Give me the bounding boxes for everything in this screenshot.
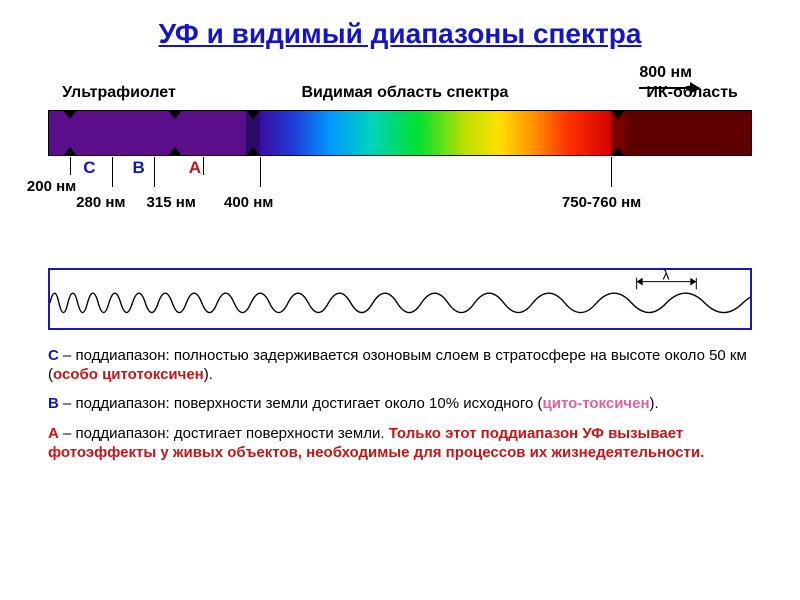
spectrum-bar (48, 110, 752, 156)
label-400nm: 400 нм (224, 194, 273, 211)
wave-svg: λ (50, 270, 750, 328)
label-800nm: 800 нм (639, 64, 692, 82)
legend-highlight: особо цитотоксичен (53, 366, 204, 383)
spectrum-marker (168, 147, 182, 156)
spectrum-marker (168, 110, 182, 119)
arrow-800nm (639, 87, 699, 89)
subband-c: C (83, 158, 95, 178)
spectrum-chart: Ультрафиолет Видимая область спектра 800… (48, 70, 752, 260)
page-title: УФ и видимый диапазоны спектра (0, 0, 800, 50)
legend-item: В – поддиапазон: поверхности земли дости… (48, 394, 760, 413)
spectrum-marker (611, 147, 625, 156)
label-280nm: 280 нм (76, 194, 125, 211)
label-uv: Ультрафиолет (62, 84, 176, 102)
wavelength-diagram: λ (48, 268, 752, 330)
label-200nm: 200 нм (27, 178, 76, 195)
bottom-labels: C B A 200 нм 280 нм 315 нм 400 нм 750-76… (48, 156, 752, 211)
label-315nm: 315 нм (147, 194, 196, 211)
spectrum-segment (625, 111, 751, 155)
top-labels: Ультрафиолет Видимая область спектра 800… (48, 70, 752, 110)
legend-item: А – поддиапазон: достигает поверхности з… (48, 424, 760, 462)
legend-label: А (48, 425, 59, 442)
spectrum-marker (63, 110, 77, 119)
label-visible: Видимая область спектра (301, 84, 508, 102)
spectrum-marker (63, 147, 77, 156)
legend-label: В (48, 395, 59, 412)
spectrum-segment (49, 111, 246, 155)
spectrum-marker (246, 110, 260, 119)
spectrum-marker (246, 147, 260, 156)
lambda-label: λ (662, 270, 669, 283)
subband-b: B (132, 158, 144, 178)
label-750nm: 750-760 нм (562, 194, 641, 211)
legend-highlight: Только этот поддиапазон УФ вызывает фото… (48, 425, 704, 461)
legend: С – поддиапазон: полностью задерживается… (48, 346, 760, 462)
legend-item: С – поддиапазон: полностью задерживается… (48, 346, 760, 384)
legend-label: С (48, 347, 59, 364)
spectrum-segment (260, 111, 611, 155)
spectrum-marker (611, 110, 625, 119)
subband-a: A (189, 158, 201, 178)
legend-highlight: цито-токсичен (543, 395, 650, 412)
